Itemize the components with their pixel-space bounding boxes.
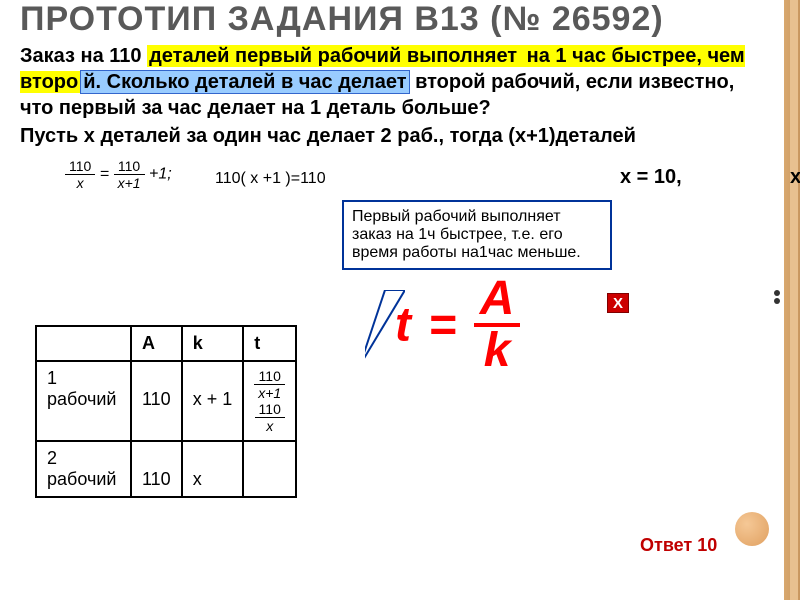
frac2-den: x+1 (114, 175, 145, 191)
row2-t-num: 110 (255, 401, 285, 418)
row1-t-den: x+1 (254, 385, 285, 401)
formula-t-equals-a-over-k: t = A k (395, 275, 520, 375)
row2-k: x (182, 441, 244, 497)
table-row: 2 рабочий 110 x (36, 441, 296, 497)
next-button[interactable] (735, 512, 769, 546)
formula-k: k (474, 327, 521, 375)
row2-k-val: x (193, 469, 202, 489)
row2-label: 2 рабочий (36, 441, 131, 497)
row1-A: 110 (131, 361, 182, 441)
frac2-num: 110 (114, 158, 145, 175)
row1-k-val: x + 1 (193, 389, 233, 409)
slide-title: Прототип задания B13 (№ 26592) (20, 0, 760, 39)
table-col-blank (36, 326, 131, 361)
table-header-row: A k t (36, 326, 296, 361)
row2-A-val: 110 (142, 469, 171, 489)
decorative-dot (774, 298, 780, 304)
row1-A-val: 110 (142, 389, 171, 409)
work-rate-table: A k t 1 рабочий 110 x + 1 110 x+1 110 x … (35, 325, 297, 498)
row2-t (243, 441, 296, 497)
plus-one: +1; (149, 166, 172, 183)
solution-intro: Пусть х деталей за один час делает 2 раб… (20, 125, 760, 148)
row1-t-frac: 110 x+1 (254, 368, 285, 401)
row1-t-num: 110 (254, 368, 285, 385)
table-col-t: t (243, 326, 296, 361)
frac1-num: 110 (65, 158, 95, 175)
slide-content: Прототип задания B13 (№ 26592) Заказ на … (0, 0, 780, 218)
row2-t-den: x (255, 418, 285, 434)
table-col-A: A (131, 326, 182, 361)
problem-text: Заказ на 110 деталей первый рабочий выпо… (20, 43, 760, 121)
fraction-1: 110 x (65, 158, 95, 191)
right-accent-bar-inner (790, 0, 798, 600)
frac1-den: x (65, 175, 95, 191)
highlight-yellow-1: деталей первый рабочий выполняет (147, 45, 519, 67)
decorative-dot (774, 290, 780, 296)
x-result: x = 10, (620, 166, 682, 189)
formula-A: A (474, 275, 521, 327)
problem-part-1: Заказ на 110 (20, 45, 147, 67)
close-icon[interactable]: X (607, 293, 629, 313)
equation-rest: 110( x +1 )=110 (215, 170, 326, 188)
row1-label: 1 рабочий (36, 361, 131, 441)
fraction-2: 110 x+1 (114, 158, 145, 191)
formula-eq: = (428, 299, 456, 352)
row1-t: 110 x+1 110 x (243, 361, 296, 441)
equals-sign: = (100, 166, 109, 183)
formula-fraction: A k (474, 275, 521, 375)
answer-text: Ответ 10 (640, 535, 717, 556)
table-row: 1 рабочий 110 x + 1 110 x+1 110 x (36, 361, 296, 441)
x-result-2: x (790, 166, 800, 189)
highlight-blue: й. Сколько деталей в час делает (80, 70, 409, 94)
row2-A: 110 (131, 441, 182, 497)
fraction-equation: 110 x = 110 x+1 +1; (65, 158, 172, 191)
hint-callout: Первый рабочий выполняет заказ на 1ч быс… (342, 200, 612, 270)
table-col-k: k (182, 326, 244, 361)
row1-k: x + 1 (182, 361, 244, 441)
row2-t-frac-in-row1: 110 x (255, 401, 285, 434)
